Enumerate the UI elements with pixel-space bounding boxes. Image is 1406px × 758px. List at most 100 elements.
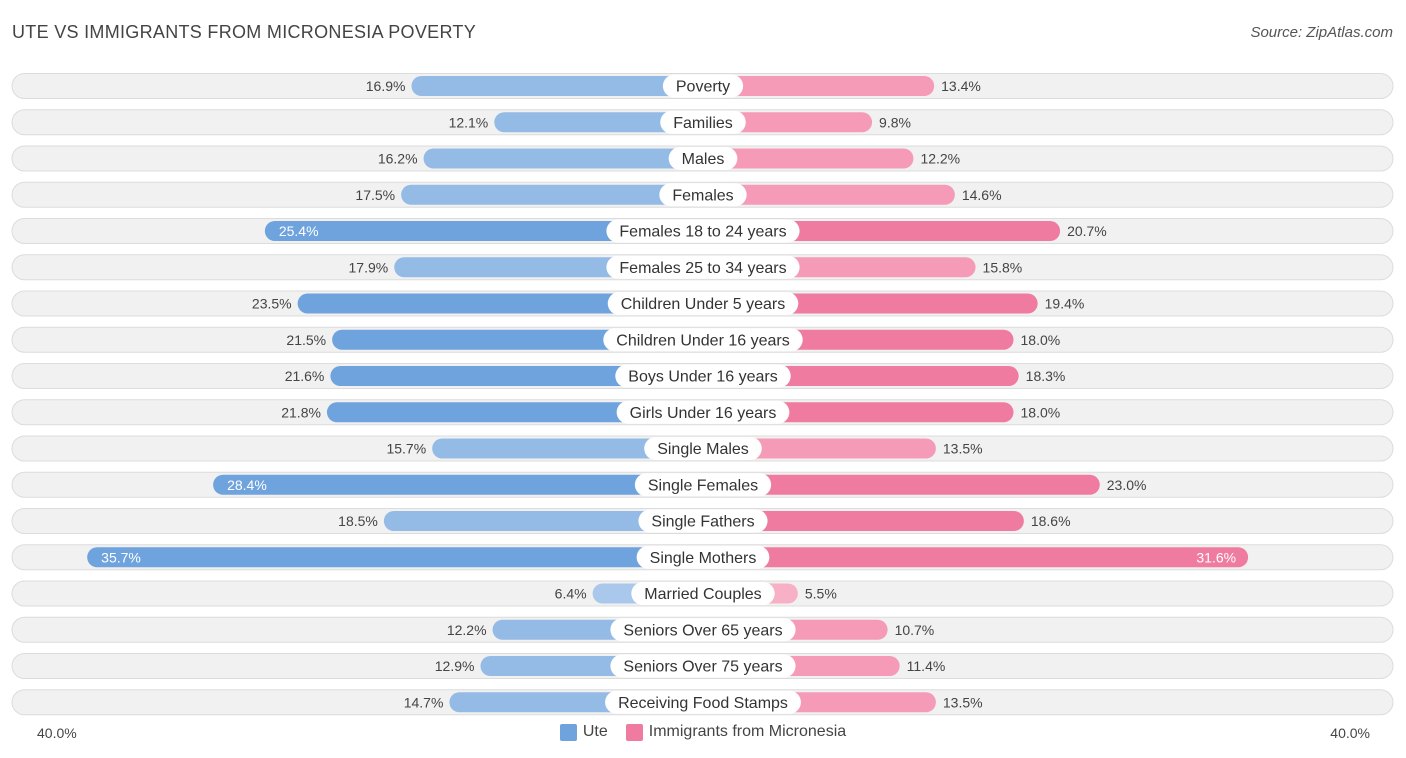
bar-micronesia xyxy=(703,511,1024,531)
bar-micronesia xyxy=(703,148,914,169)
value-label-ute: 28.4% xyxy=(227,477,267,493)
legend-swatch-micronesia xyxy=(625,723,643,741)
value-label-ute: 35.7% xyxy=(101,549,141,565)
category-pill xyxy=(606,219,800,243)
value-label-ute: 21.8% xyxy=(281,404,321,420)
value-label-ute: 14.7% xyxy=(404,694,444,710)
value-label-ute: 18.5% xyxy=(338,513,378,529)
value-label-ute: 16.9% xyxy=(366,78,406,94)
value-label-ute: 12.1% xyxy=(449,114,489,130)
category-label: Seniors Over 75 years xyxy=(623,659,782,676)
category-pill xyxy=(662,74,744,98)
category-label: Girls Under 16 years xyxy=(630,405,777,422)
category-pill xyxy=(607,292,799,315)
bar-ute xyxy=(383,511,703,531)
bar-micronesia xyxy=(703,438,936,459)
value-label-micronesia: 13.5% xyxy=(943,441,983,457)
legend-label-ute: Ute xyxy=(582,723,608,740)
value-label-micronesia: 19.4% xyxy=(1045,296,1085,312)
value-label-ute: 15.7% xyxy=(386,441,426,457)
category-label: Poverty xyxy=(676,79,730,96)
bar-ute xyxy=(326,402,703,423)
bar-ute xyxy=(297,293,703,314)
value-label-ute: 17.9% xyxy=(349,259,389,275)
value-label-micronesia: 13.5% xyxy=(943,694,983,710)
legend: Ute Immigrants from Micronesia xyxy=(0,723,1406,741)
bar-micronesia xyxy=(703,474,1100,495)
legend-item-micronesia[interactable]: Immigrants from Micronesia xyxy=(625,723,847,741)
bar-ute xyxy=(411,76,703,96)
category-pill xyxy=(616,400,790,424)
bar-ute xyxy=(213,474,703,495)
value-label-micronesia: 23.0% xyxy=(1107,477,1147,493)
bar-ute xyxy=(494,112,703,133)
category-pill xyxy=(638,509,768,533)
category-pill xyxy=(615,364,791,388)
category-pill xyxy=(610,654,796,678)
category-label: Single Females xyxy=(648,477,758,494)
category-label: Single Fathers xyxy=(651,514,754,531)
value-label-ute: 21.6% xyxy=(285,368,325,384)
bar-ute xyxy=(432,438,703,459)
value-label-ute: 6.4% xyxy=(555,586,587,602)
category-pill xyxy=(610,618,796,642)
category-label: Females 18 to 24 years xyxy=(619,224,786,241)
category-pill xyxy=(659,183,747,207)
value-label-micronesia: 18.3% xyxy=(1026,368,1066,384)
value-label-micronesia: 18.0% xyxy=(1021,332,1061,348)
value-label-micronesia: 13.4% xyxy=(941,78,981,94)
category-label: Single Mothers xyxy=(650,550,757,567)
category-label: Receiving Food Stamps xyxy=(618,695,788,712)
value-label-ute: 16.2% xyxy=(378,151,418,167)
value-label-micronesia: 15.8% xyxy=(983,259,1023,275)
value-label-micronesia: 18.6% xyxy=(1031,513,1071,529)
category-pill xyxy=(668,147,738,170)
category-label: Children Under 5 years xyxy=(621,296,786,313)
value-label-micronesia: 18.0% xyxy=(1021,404,1061,420)
value-label-ute: 23.5% xyxy=(252,296,292,312)
category-pill xyxy=(603,328,803,352)
value-label-ute: 17.5% xyxy=(355,187,395,203)
value-label-micronesia: 11.4% xyxy=(907,658,946,674)
category-label: Seniors Over 65 years xyxy=(623,622,782,639)
category-label: Children Under 16 years xyxy=(616,332,789,349)
bar-micronesia xyxy=(703,547,1249,568)
value-label-ute: 12.9% xyxy=(435,658,475,674)
category-pill xyxy=(636,545,770,569)
source-label: Source: ZipAtlas.com xyxy=(1250,24,1393,41)
category-label: Females xyxy=(672,187,733,204)
legend-swatch-ute xyxy=(559,723,577,741)
value-label-micronesia: 9.8% xyxy=(879,114,911,130)
bar-micronesia xyxy=(703,184,955,205)
axis-right-label: 40.0% xyxy=(1330,725,1370,741)
bar-micronesia xyxy=(703,76,935,96)
bar-micronesia xyxy=(703,112,873,133)
axis-left-label: 40.0% xyxy=(37,725,77,741)
category-pill xyxy=(644,437,762,460)
bar-ute xyxy=(401,184,703,205)
category-label: Single Males xyxy=(657,441,749,458)
value-label-micronesia: 10.7% xyxy=(895,622,935,638)
legend-label-micronesia: Immigrants from Micronesia xyxy=(648,723,847,740)
value-label-micronesia: 5.5% xyxy=(805,586,837,602)
category-pill xyxy=(606,255,800,279)
bar-ute xyxy=(423,148,703,169)
value-label-micronesia: 31.6% xyxy=(1196,549,1236,565)
bar-ute xyxy=(264,221,703,241)
value-label-ute: 12.2% xyxy=(447,622,487,638)
value-label-micronesia: 20.7% xyxy=(1067,223,1107,239)
value-label-micronesia: 14.6% xyxy=(962,187,1002,203)
bar-ute xyxy=(330,366,703,386)
chart-title: UTE VS IMMIGRANTS FROM MICRONESIA POVERT… xyxy=(12,22,477,42)
category-label: Females 25 to 34 years xyxy=(619,260,786,277)
category-label: Families xyxy=(673,115,733,132)
value-label-ute: 21.5% xyxy=(286,332,326,348)
value-label-micronesia: 12.2% xyxy=(920,151,960,167)
category-pill xyxy=(634,473,772,497)
category-pill xyxy=(631,582,775,605)
bar-ute xyxy=(87,547,704,568)
category-label: Males xyxy=(682,151,725,168)
category-label: Married Couples xyxy=(644,586,761,603)
legend-item-ute[interactable]: Ute xyxy=(559,723,608,741)
